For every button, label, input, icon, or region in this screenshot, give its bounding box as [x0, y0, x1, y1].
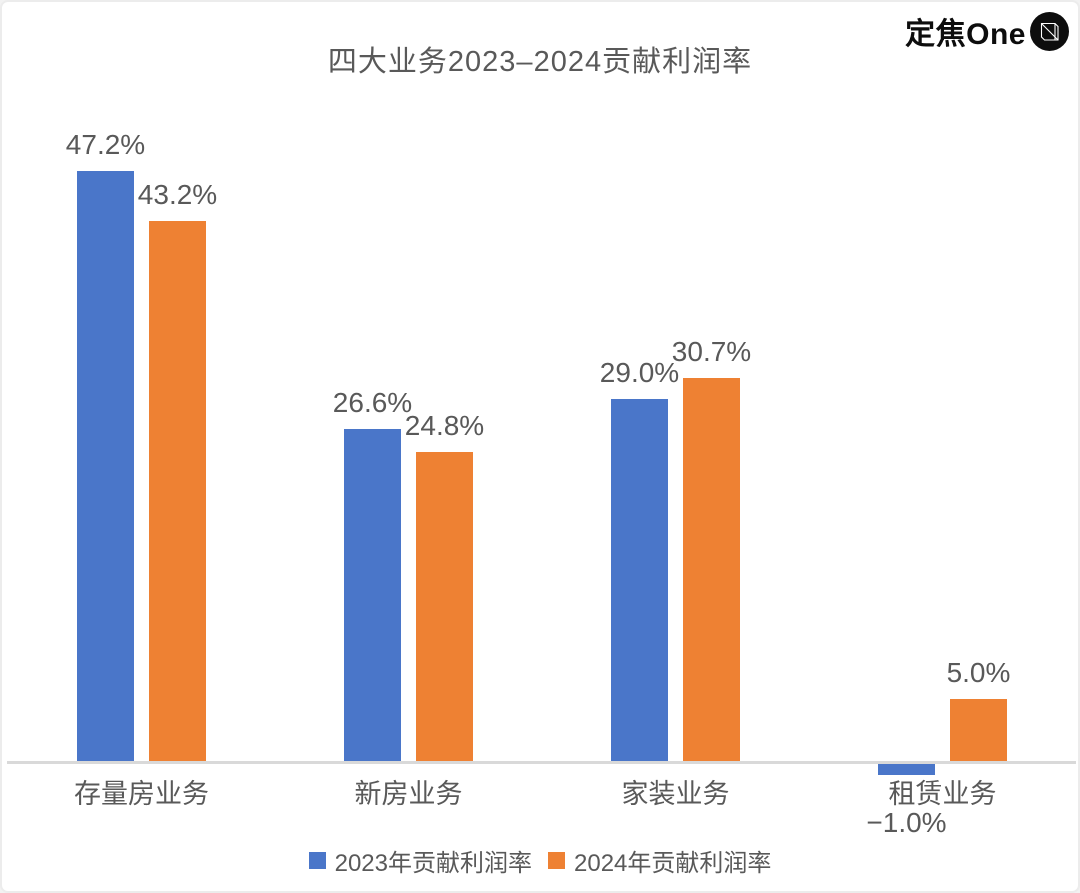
x-axis-category-label: 存量房业务 — [74, 779, 209, 809]
brand-logo-text: 定焦One — [905, 18, 1026, 51]
brand-logo-icon — [1030, 11, 1069, 51]
legend-swatch-2023 — [308, 852, 326, 869]
legend-label-2024: 2024年贡献利润率 — [574, 850, 772, 877]
data-label-series1-cat4: −1.0% — [866, 806, 947, 838]
data-label-series2-cat3: 30.7% — [671, 335, 752, 367]
data-label-series2-cat1: 43.2% — [137, 179, 218, 211]
bar-series1-cat2 — [344, 428, 401, 762]
data-label-series1-cat3: 29.0% — [599, 356, 680, 388]
data-label-series1-cat1: 47.2% — [65, 129, 146, 161]
legend-swatch-2024 — [548, 852, 565, 869]
brand-logo: 定焦One — [905, 9, 1070, 53]
x-axis-category-label: 家装业务 — [621, 779, 730, 809]
bar-series2-cat3 — [683, 377, 740, 762]
legend-label-2023: 2023年贡献利润率 — [334, 850, 532, 877]
legend-item-2023: 2023年贡献利润率 — [308, 843, 532, 878]
bar-series1-cat3 — [611, 398, 668, 762]
chart-title: 四大业务2023–2024贡献利润率 — [327, 46, 753, 78]
x-axis-category-label: 新房业务 — [354, 779, 463, 809]
bar-series1-cat1 — [77, 171, 134, 762]
data-label-series1-cat2: 26.6% — [332, 386, 413, 418]
bar-series1-cat4 — [878, 762, 935, 775]
bar-series2-cat4 — [950, 699, 1007, 762]
bar-series2-cat2 — [416, 451, 473, 762]
x-axis-line — [7, 761, 1076, 764]
legend-item-2024: 2024年贡献利润率 — [548, 843, 771, 878]
x-axis-category-label: 租赁业务 — [888, 779, 997, 809]
bar-series2-cat1 — [149, 221, 206, 762]
chart-legend: 2023年贡献利润率 2024年贡献利润率 — [2, 843, 1078, 878]
data-label-series2-cat4: 5.0% — [946, 657, 1011, 689]
data-label-series2-cat2: 24.8% — [404, 409, 485, 441]
